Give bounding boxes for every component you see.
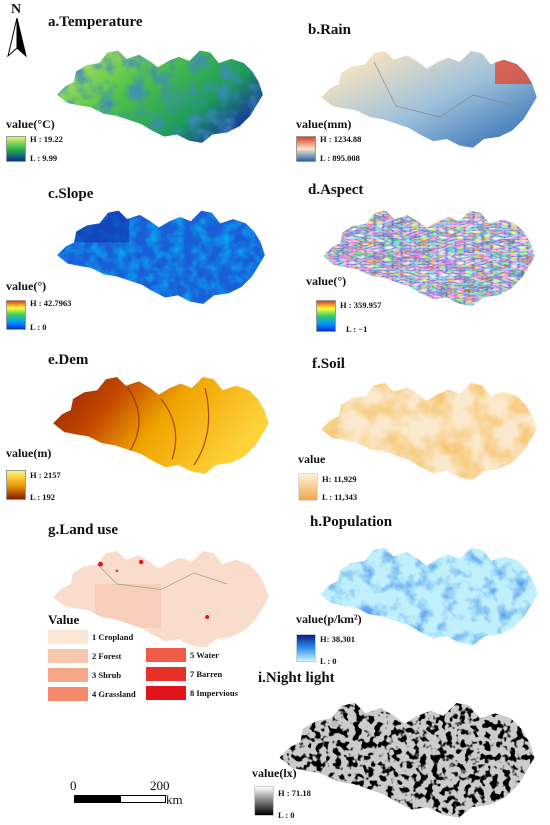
north-arrow-icon <box>7 18 27 58</box>
land-use-label: 8 Impervious <box>190 688 238 698</box>
panel-title-population: h.Population <box>310 514 393 530</box>
panel-title-night-light: i.Night light <box>258 670 335 686</box>
map-night-light <box>279 703 535 818</box>
land-use-swatch <box>48 630 88 644</box>
legend-high-slope: H : 42.7963 <box>30 298 72 308</box>
panel-title-aspect: d.Aspect <box>308 182 364 198</box>
legend-low-temperature: L : 9.99 <box>30 153 58 163</box>
legend-high-night-light: H : 71.18 <box>278 788 311 798</box>
legend-ramp-dem <box>6 470 26 500</box>
panel-title-land-use: g.Land use <box>48 522 119 538</box>
legend-unit-temperature: value(°C) <box>6 117 55 131</box>
land-use-swatch <box>48 668 88 682</box>
legend-ramp-slope <box>6 300 26 330</box>
land-use-label: 3 Shrub <box>92 670 122 680</box>
north-arrow: N <box>6 0 28 58</box>
panel-title-rain: b.Rain <box>308 22 351 38</box>
scale-bar-end-label: 200 <box>150 778 170 793</box>
land-use-swatch <box>146 648 186 662</box>
land-use-label: 2 Forest <box>92 651 122 661</box>
land-use-label: 7 Barren <box>190 669 223 679</box>
legend-high-aspect: H : 359.957 <box>340 300 382 310</box>
panel-title-slope: c.Slope <box>48 186 94 202</box>
legend-unit-population: value(p/km²) <box>296 612 362 626</box>
panel-title-temperature: a.Temperature <box>48 14 143 30</box>
land-use-swatch <box>146 667 186 681</box>
legend-low-aspect: L : −1 <box>346 324 368 334</box>
legend-unit-rain: value(mm) <box>296 117 352 131</box>
legend-ramp-population <box>296 634 316 662</box>
legend-low-night-light: L : 0 <box>278 810 295 820</box>
legend-high-rain: H : 1234.88 <box>320 134 362 144</box>
legend-unit-dem: value(m) <box>6 446 52 460</box>
land-use-swatch <box>48 687 88 701</box>
scale-bar: 0 200 km <box>70 778 204 808</box>
legend-low-slope: L : 0 <box>30 322 47 332</box>
legend-unit-soil: value <box>298 452 326 466</box>
scale-bar-start-label: 0 <box>70 778 77 793</box>
legend-ramp-aspect <box>316 300 336 332</box>
legend-high-population: H: 38,301 <box>320 634 355 644</box>
legend-title-land-use: Value <box>48 612 80 627</box>
map-population <box>320 547 538 646</box>
legend-low-soil: L : 11,343 <box>322 492 358 502</box>
map-dem <box>53 377 269 474</box>
map-temperature <box>57 50 263 143</box>
land-use-swatch <box>48 649 88 663</box>
land-use-label: 4 Grassland <box>92 689 136 699</box>
north-label: N <box>11 2 22 17</box>
map-aspect <box>323 210 535 306</box>
legend-unit-aspect: value(°) <box>306 274 347 288</box>
legend-unit-night-light: value(lx) <box>252 766 297 780</box>
map-soil <box>321 383 537 480</box>
legend-high-soil: H: 11,929 <box>322 474 357 484</box>
legend-unit-slope: value(°) <box>6 279 47 293</box>
land-use-label: 1 Cropland <box>92 632 134 642</box>
map-rain <box>321 51 537 148</box>
legend-high-temperature: H : 19.22 <box>30 134 63 144</box>
legend-ramp-soil <box>298 473 318 501</box>
legend-low-rain: L : 895.008 <box>320 153 360 163</box>
map-slope <box>57 210 265 304</box>
legend-ramp-night-light <box>254 786 274 816</box>
legend-low-population: L : 0 <box>320 656 337 666</box>
land-use-swatch <box>146 686 186 700</box>
legend-ramp-temperature <box>6 136 26 162</box>
legend-high-dem: H : 2157 <box>30 470 61 480</box>
panel-title-soil: f.Soil <box>312 356 345 372</box>
legend-ramp-rain <box>296 136 316 162</box>
scale-bar-black-segment <box>74 795 122 803</box>
scale-bar-white-segment <box>120 795 166 803</box>
land-use-label: 5 Water <box>190 650 219 660</box>
legend-low-dem: L : 192 <box>30 492 56 502</box>
scale-bar-unit: km <box>166 792 183 807</box>
map-land-use <box>53 551 269 648</box>
panel-title-dem: e.Dem <box>48 352 89 368</box>
